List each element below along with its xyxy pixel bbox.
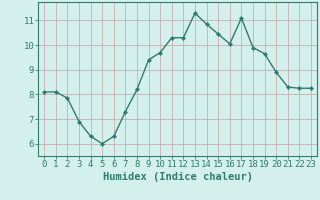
- X-axis label: Humidex (Indice chaleur): Humidex (Indice chaleur): [103, 172, 252, 182]
